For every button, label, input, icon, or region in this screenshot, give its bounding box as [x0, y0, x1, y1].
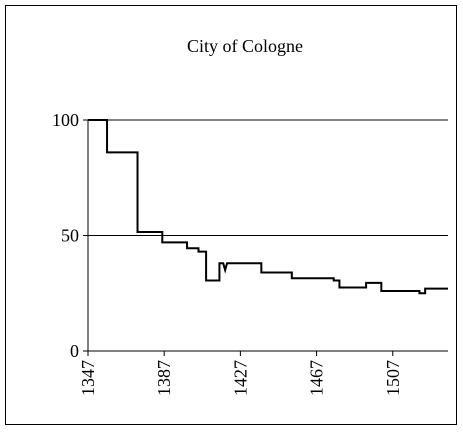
x-tick-label: 1387 [154, 360, 174, 396]
x-tick-label: 1467 [307, 360, 327, 396]
y-tick-label: 100 [52, 110, 79, 130]
chart-title: City of Cologne [187, 36, 303, 56]
x-tick-label: 1347 [78, 360, 98, 396]
y-tick-label: 50 [61, 226, 79, 246]
data-line [88, 119, 448, 295]
chart-border [5, 5, 457, 425]
y-tick-label: 0 [70, 341, 79, 361]
x-tick-label: 1507 [383, 360, 403, 396]
x-tick-label: 1427 [230, 360, 250, 396]
